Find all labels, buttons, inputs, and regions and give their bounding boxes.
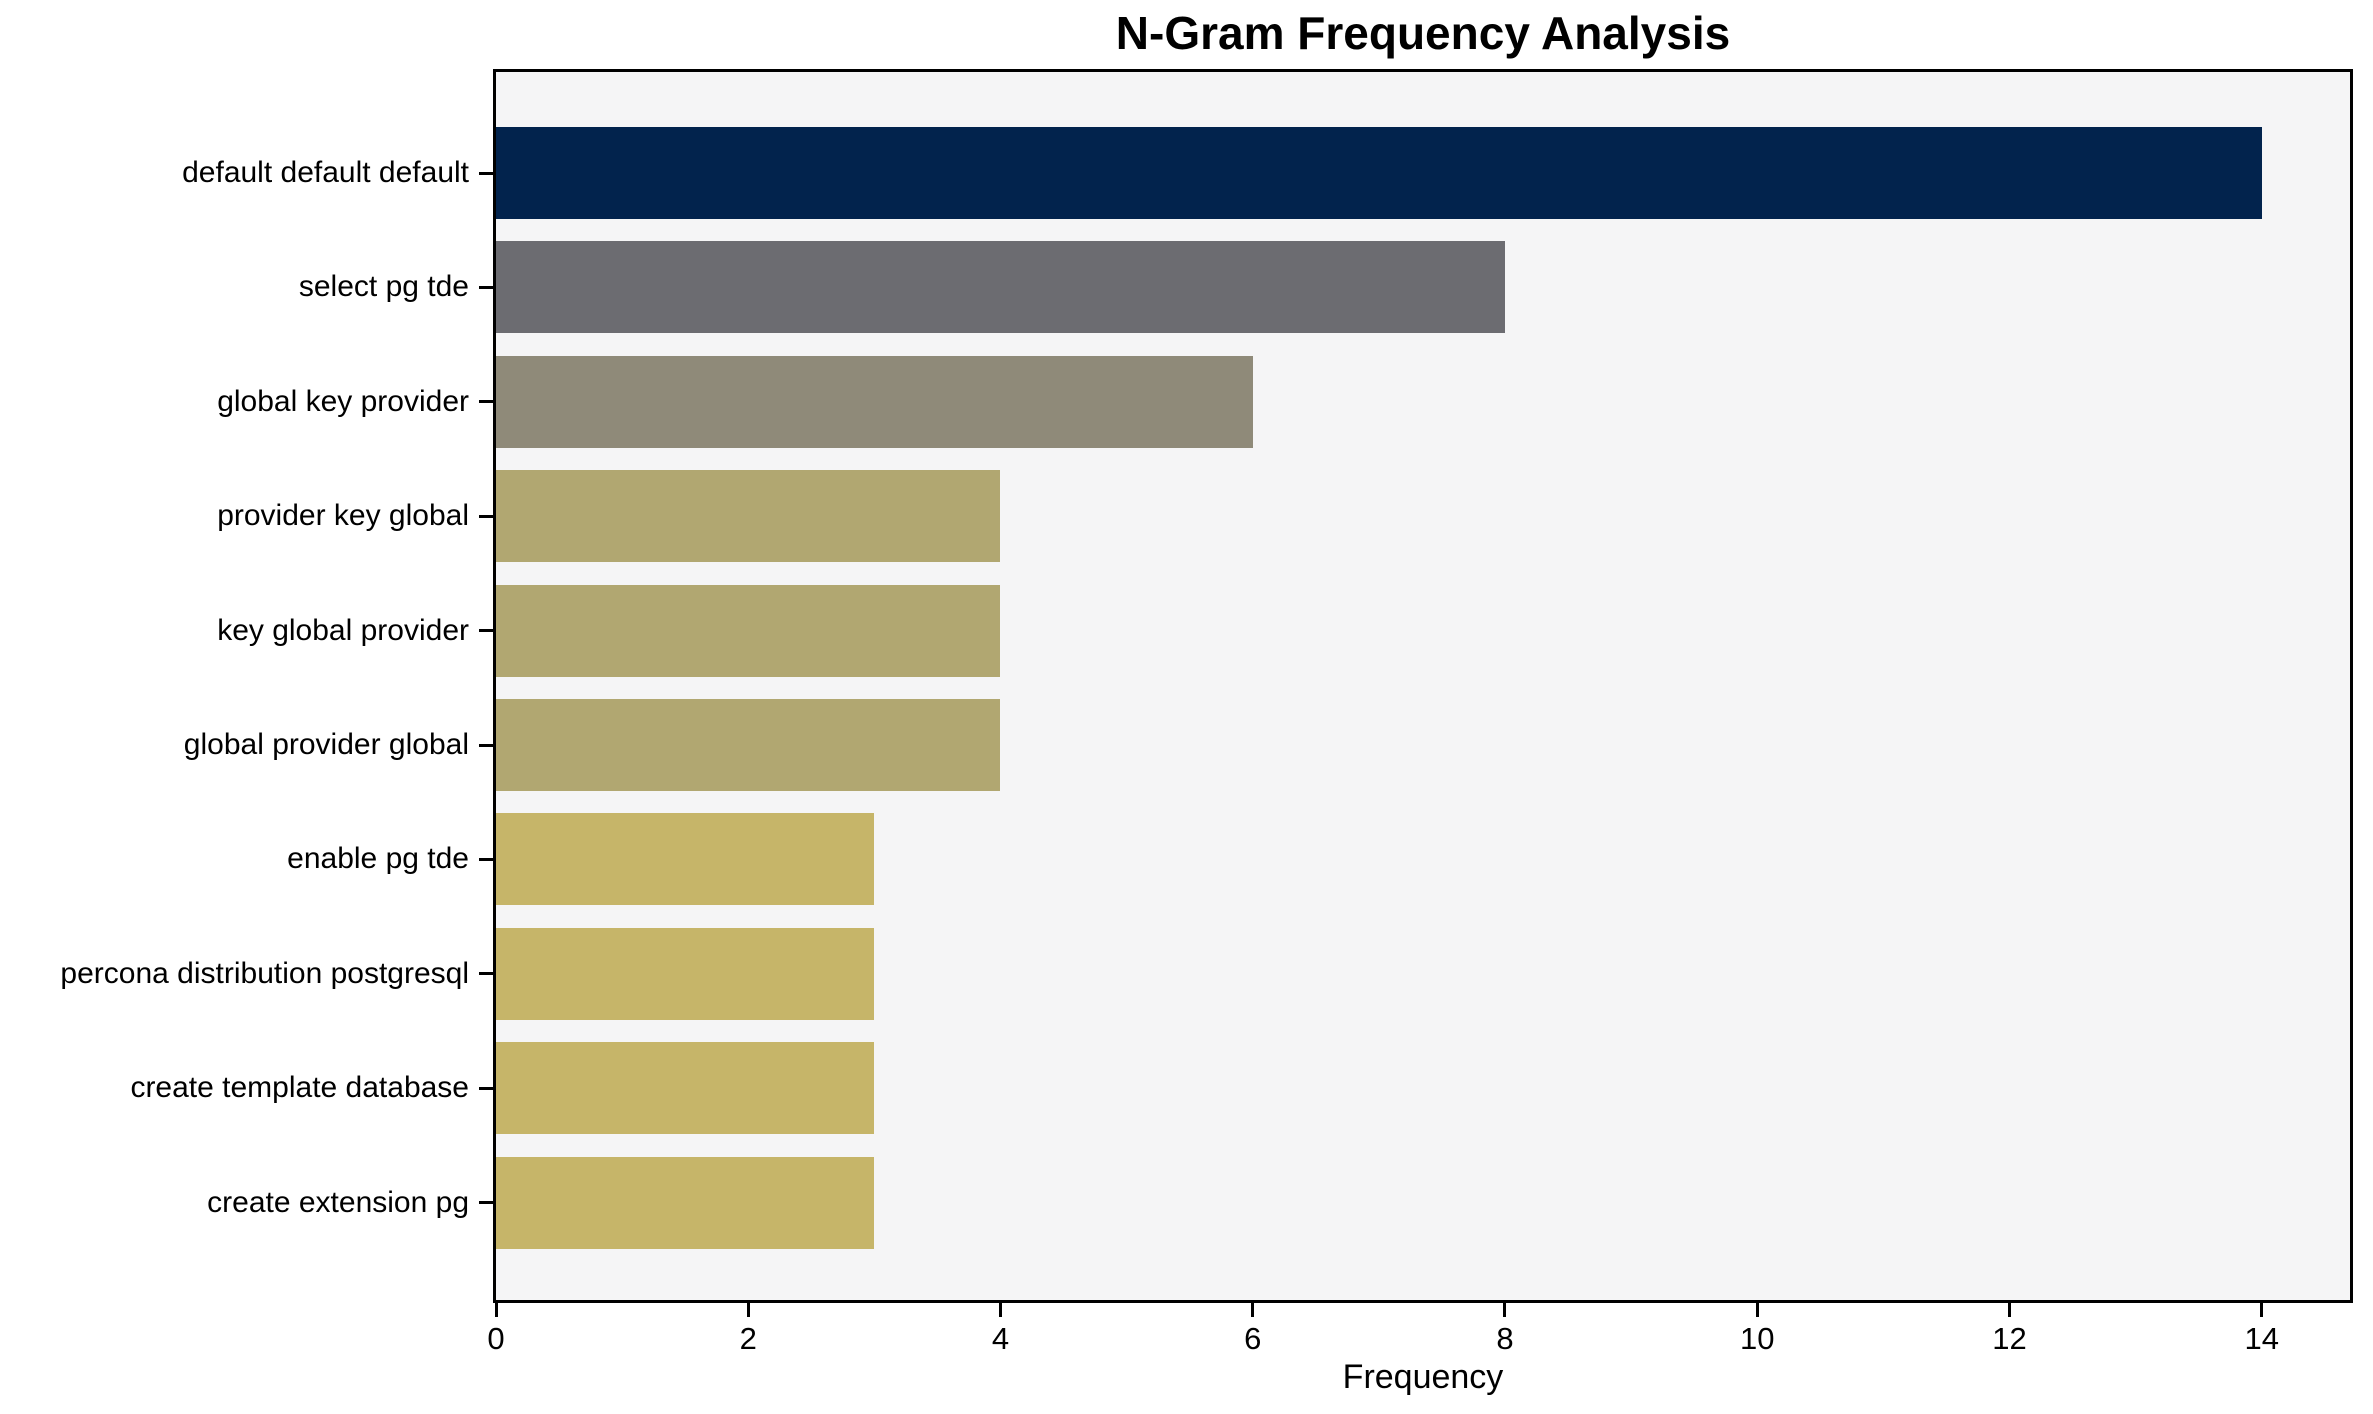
y-tick-mark [479, 972, 493, 976]
bar-9 [496, 1156, 875, 1249]
x-tick-label: 10 [1739, 1321, 1775, 1356]
plot-area [493, 69, 2353, 1303]
x-tick-mark [1251, 1303, 1255, 1317]
bar-3 [496, 470, 1001, 563]
y-tick-mark [479, 857, 493, 861]
y-tick-mark [479, 1086, 493, 1090]
bar-0 [496, 127, 2262, 219]
x-tick-label: 0 [487, 1321, 505, 1356]
x-tick-label: 14 [2244, 1321, 2279, 1356]
y-tick-mark [479, 1201, 493, 1205]
x-tick-label: 2 [739, 1321, 757, 1356]
x-tick-label: 6 [1244, 1321, 1262, 1356]
y-tick-mark [479, 171, 493, 175]
y-tick-mark [479, 743, 493, 747]
y-tick-label: create extension pg [207, 1185, 469, 1219]
x-tick-mark [746, 1303, 750, 1317]
bar-7 [496, 927, 875, 1020]
x-tick-label: 4 [991, 1321, 1010, 1356]
x-tick-mark [494, 1303, 498, 1317]
y-tick-label: enable pg tde [287, 842, 469, 876]
bar-2 [496, 355, 1253, 448]
y-tick-label: select pg tde [298, 270, 469, 304]
x-tick-mark [998, 1303, 1002, 1317]
y-tick-label: percona distribution postgresql [60, 956, 469, 990]
x-tick-mark [2260, 1303, 2264, 1317]
x-tick-label: 12 [1992, 1321, 2027, 1356]
x-tick-mark [1503, 1303, 1507, 1317]
y-tick-label: global key provider [217, 384, 469, 418]
y-tick-mark [479, 629, 493, 633]
bar-1 [496, 241, 1505, 334]
bar-8 [496, 1042, 875, 1135]
y-tick-label: default default default [182, 156, 469, 189]
chart-title: N-Gram Frequency Analysis [1115, 7, 1731, 59]
x-tick-label: 8 [1496, 1321, 1514, 1356]
y-tick-label: key global provider [217, 613, 469, 647]
y-tick-mark [479, 400, 493, 404]
y-tick-label: create template database [130, 1071, 469, 1105]
bar-4 [496, 584, 1001, 677]
bar-6 [496, 813, 875, 906]
y-tick-label: provider key global [217, 499, 469, 533]
x-tick-mark [2007, 1303, 2011, 1317]
x-tick-mark [1755, 1303, 1759, 1317]
y-tick-mark [479, 514, 493, 518]
bar-5 [496, 699, 1001, 791]
x-axis-title: Frequency [1342, 1358, 1504, 1396]
y-tick-label: global provider global [183, 728, 469, 761]
y-tick-mark [479, 285, 493, 289]
